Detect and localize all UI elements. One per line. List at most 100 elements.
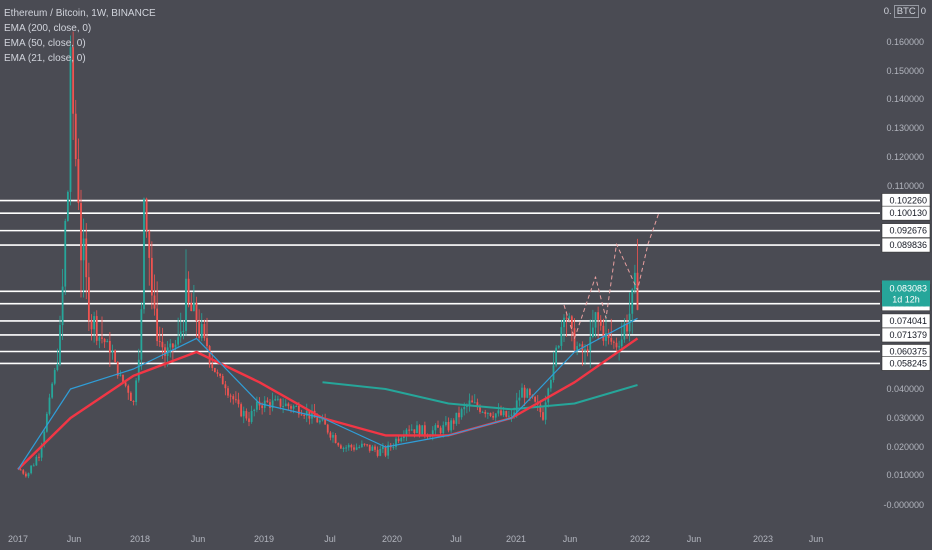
scale-unit-label[interactable]: 0. BTC 0: [883, 5, 926, 18]
candle-body: [455, 412, 458, 424]
candle-body: [502, 411, 505, 416]
x-tick-label: 2023: [753, 534, 773, 544]
legend-ema200[interactable]: EMA (200, close, 0): [4, 23, 92, 34]
candle-body: [103, 338, 106, 343]
y-tick-label: 0.020000: [886, 442, 924, 452]
y-tick-label: 0.130000: [886, 123, 924, 133]
candle-body: [206, 338, 208, 347]
price-level-label: 0.060375: [889, 346, 927, 356]
candle-body: [208, 346, 211, 364]
candle-body: [421, 425, 424, 436]
scale-prefix: 0.: [883, 6, 892, 17]
x-tick-label: Jun: [67, 534, 82, 544]
candle-body: [631, 289, 634, 314]
candle-body: [166, 347, 169, 356]
candle-body: [211, 363, 214, 368]
candle-body: [473, 402, 476, 404]
candle-body: [297, 405, 300, 415]
candle-body: [24, 473, 27, 477]
candle-body: [137, 359, 140, 381]
candle-body: [463, 406, 466, 410]
candle-body: [269, 402, 271, 408]
candle-body: [586, 349, 589, 352]
chart-legend: Ethereum / Bitcoin, 1W, BINANCE EMA (200…: [4, 6, 156, 66]
candle-body: [287, 403, 290, 407]
legend-symbol[interactable]: Ethereum / Bitcoin, 1W, BINANCE: [4, 8, 156, 19]
candle-body: [358, 447, 361, 449]
price-level-label: 0.092676: [889, 226, 927, 236]
candle-body: [198, 320, 201, 339]
y-tick-label: 0.040000: [886, 384, 924, 394]
candle-body: [32, 465, 35, 467]
candle-body: [602, 325, 605, 341]
x-tick-label: Jul: [324, 534, 336, 544]
candle-body: [510, 414, 513, 416]
candle-body: [350, 445, 353, 448]
candle-body: [332, 435, 334, 438]
candle-body: [376, 449, 379, 456]
price-level-label: 0.100130: [889, 208, 927, 218]
candle-body: [584, 349, 586, 351]
candle-body: [248, 418, 250, 422]
candle-body: [423, 425, 426, 435]
candle-body: [633, 272, 636, 290]
candle-body: [150, 257, 153, 296]
price-level-label: 0.102260: [889, 196, 927, 206]
candle-body: [69, 47, 72, 161]
x-tick-label: 2021: [506, 534, 526, 544]
y-tick-label: 0.140000: [886, 94, 924, 104]
x-tick-label: 2020: [382, 534, 402, 544]
candle-body: [620, 339, 623, 347]
candle-body: [437, 425, 439, 428]
price-level-tag: [881, 237, 931, 253]
candle-body: [497, 410, 500, 414]
candle-body: [434, 425, 437, 431]
candle-body: [224, 384, 227, 389]
candle-body: [565, 317, 568, 319]
candle-body: [114, 350, 117, 362]
candle-body: [38, 456, 40, 458]
candle-body: [303, 415, 306, 417]
candle-body: [190, 302, 193, 311]
candle-body: [77, 159, 80, 204]
legend-ema50[interactable]: EMA (50, close, 0): [4, 38, 86, 49]
candle-body: [591, 327, 594, 338]
candle-body: [447, 421, 450, 431]
candle-body: [486, 412, 489, 414]
candle-body: [240, 404, 243, 417]
candle-body: [276, 398, 279, 400]
price-level-tag: [881, 327, 931, 343]
candle-body: [158, 341, 161, 343]
candle-body: [227, 388, 229, 396]
candle-body: [132, 400, 135, 402]
candle-body: [408, 429, 411, 431]
candle-body: [363, 443, 366, 445]
candle-body: [431, 430, 434, 437]
candle-body: [90, 320, 93, 330]
legend-ema21[interactable]: EMA (21, close, 0): [4, 53, 86, 64]
candle-body: [324, 418, 327, 425]
candle-body: [347, 445, 350, 448]
candle-body: [605, 332, 607, 341]
y-tick-label: 0.010000: [886, 470, 924, 480]
candle-body: [93, 316, 96, 330]
candle-body: [518, 397, 521, 401]
ema200-line: [322, 381, 638, 411]
candle-body: [612, 341, 615, 343]
candle-body: [219, 373, 222, 376]
candle-body: [479, 407, 481, 412]
candle-body: [555, 347, 558, 366]
price-level-label: 0.071379: [889, 330, 927, 340]
ema50-line: [17, 337, 639, 471]
candle-body: [402, 435, 405, 438]
candle-body: [371, 446, 374, 451]
candle-body: [413, 429, 416, 434]
candle-body: [468, 400, 471, 406]
candle-body: [177, 337, 180, 345]
last-price-tag: [882, 280, 930, 307]
candle-body: [374, 446, 376, 450]
candle-body: [242, 411, 245, 417]
candle-body: [507, 415, 510, 417]
candle-body: [72, 47, 75, 114]
